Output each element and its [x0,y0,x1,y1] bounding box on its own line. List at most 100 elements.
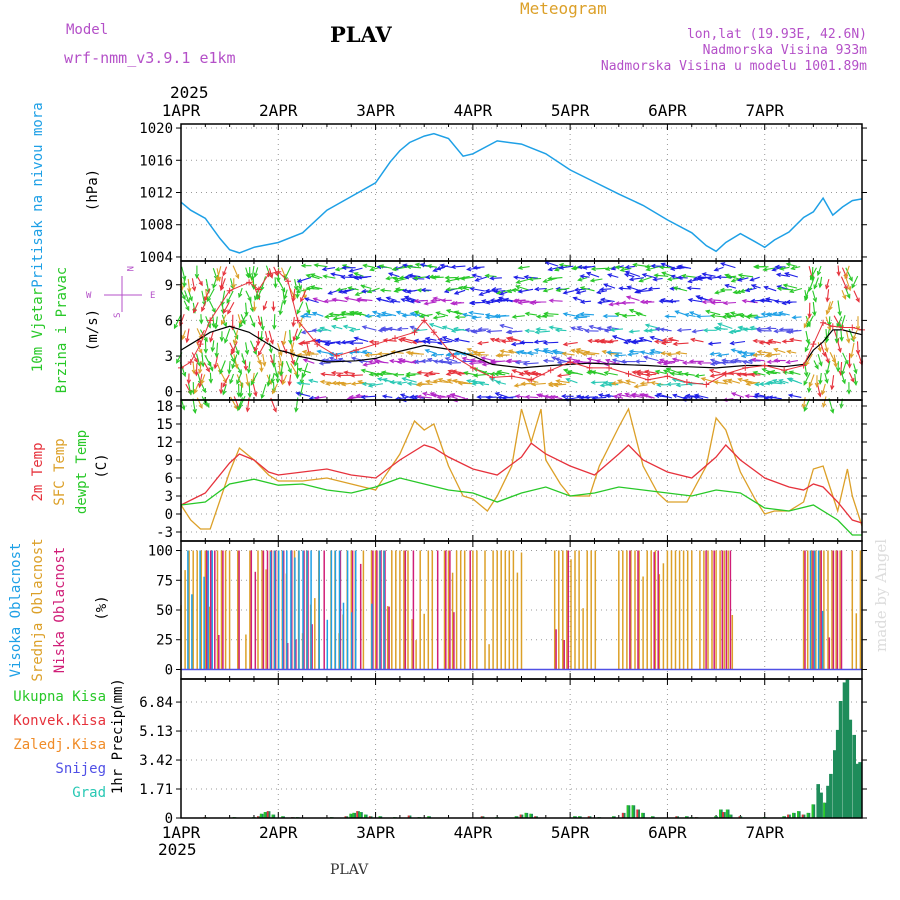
wind-barb [774,348,786,354]
wind-barb [303,359,315,364]
wind-arrowhead [595,359,601,364]
wind-barb [227,301,235,314]
gust-marker [187,358,194,365]
wind-barb [490,277,502,279]
gust-marker [197,341,204,348]
precip-bar-overlay [263,812,266,818]
wind-barb [657,393,673,399]
wind-barb [777,285,789,290]
wind-barb [424,373,436,376]
wind-barb [485,275,497,278]
precip-bar-overlay [823,802,825,818]
wind-arrowhead [804,296,809,302]
wind-barb [500,324,514,330]
wind-arrowhead [498,291,505,296]
wind-barb [626,380,636,384]
wind-arrowhead [278,351,283,357]
wind-arrowhead [389,299,395,304]
wind-barb [819,276,823,288]
wind-arrowhead [769,369,776,375]
wind-arrowhead [261,361,267,367]
wind-barb [290,363,298,376]
wind-barb [249,340,257,355]
wind-arrowhead [320,371,326,377]
wind-barb [516,278,531,284]
wind-barb [324,299,339,302]
wind-arrowhead [650,380,656,386]
wind-arrowhead [556,360,563,365]
wind-barb [296,301,304,314]
wind-arrowhead [360,368,366,374]
wind-arrowhead [446,360,452,366]
wind-arrowhead [356,275,362,280]
wind-barb [516,360,530,364]
wind-barb [386,297,397,302]
wind-arrowhead [675,382,681,388]
wind-arrowhead [643,328,649,333]
wind-arrowhead [760,311,766,317]
wind-arrowhead [271,362,277,368]
wind-arrowhead [647,286,653,292]
wind-arrowhead [788,370,794,375]
wind-arrowhead [737,377,743,383]
wind-arrowhead [821,390,826,396]
wind-arrowhead [848,276,853,282]
wind-arrowhead [688,311,695,316]
top-day-label: 4APR [454,101,493,120]
wind-arrowhead [364,313,370,319]
wind-barb [236,372,242,384]
wind-arrowhead [437,377,443,383]
wind-arrowhead [406,381,412,386]
wind-arrowhead [452,301,458,306]
wind-arrowhead [203,337,208,343]
wind-barb [292,288,296,302]
wind-arrowhead [809,275,815,281]
precip-bar-overlay [626,805,629,818]
gust-marker [810,341,817,348]
wind-arrowhead [709,351,715,356]
model-elevation-text: Nadmorska Visina u modelu 1001.89m [601,59,867,74]
wind-arrowhead [395,287,401,292]
wind-arrowhead [316,349,322,354]
wind-barb [191,352,198,363]
wind-arrowhead [652,277,658,282]
wind-arrowhead [336,373,342,378]
precip-legend-item: Zaledj.Kisa [13,737,106,753]
wind-barb [201,290,206,306]
wind-arrowhead [756,328,762,333]
wind-arrowhead [707,297,713,303]
y-tick-label: 5.13 [139,724,173,740]
wind-arrowhead [411,359,417,365]
wind-arrowhead [441,336,447,341]
wind-barb [812,290,817,302]
wind-barb [672,358,685,362]
wind-arrowhead [576,325,582,331]
wind-arrowhead [726,378,733,383]
wind-barb [426,341,440,344]
precip-bar-overlay [675,816,678,818]
wind-barb [197,329,205,344]
y-tick-label: 1020 [139,121,173,137]
wind-barb [614,354,626,357]
wind-arrowhead [606,382,613,387]
wind-arrowhead [587,338,593,344]
wind-arrowhead [201,388,207,394]
y-tick-label: 6 [165,471,173,487]
wind-arrowhead [788,378,794,383]
wind-arrowhead [827,325,832,331]
wind-barb [706,310,721,316]
wind-arrowhead [573,287,579,293]
wind-arrowhead [421,339,427,344]
precip-bar [858,762,862,818]
wind-barb [689,311,700,317]
wind-arrowhead [741,359,747,365]
wind-arrowhead [342,324,348,330]
gust-marker [644,376,651,383]
wind-barb [388,272,400,278]
wind-arrowhead [350,381,356,386]
wind-arrowhead [616,392,623,398]
wind-arrowhead [494,337,500,343]
wind-barb [717,328,728,330]
wind-arrowhead [332,316,338,321]
wind-barb [723,301,737,304]
